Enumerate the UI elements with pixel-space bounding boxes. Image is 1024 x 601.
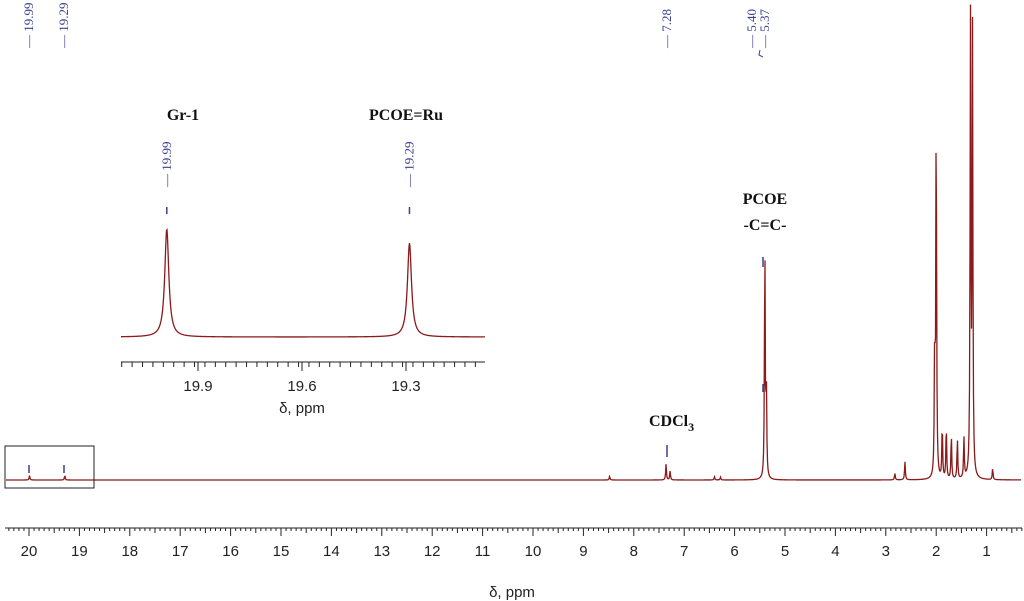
cdcl3-annotation: CDCl3 xyxy=(649,413,694,434)
cdcl3-subscript: 3 xyxy=(688,420,694,434)
main-x-tick-label: 11 xyxy=(475,543,491,560)
main-x-tick-label: 8 xyxy=(630,543,638,560)
inset-peak-label: — 19.29 xyxy=(401,142,416,214)
inset-peak-label-text: — 19.99 xyxy=(159,142,174,189)
main-spectrum-trace xyxy=(6,4,1022,481)
main-x-tick-label: 17 xyxy=(172,543,189,560)
main-x-tick-label: 10 xyxy=(525,543,542,560)
inset-zoom-region-box xyxy=(4,445,95,489)
main-x-tick-label: 6 xyxy=(730,543,738,560)
main-peak-label-text: — 19.99 xyxy=(21,3,36,50)
main-x-tick-label: 2 xyxy=(932,543,940,560)
main-peak-label-text: — 5.37 xyxy=(757,9,772,50)
main-x-ticks: 20 19 18 17 16 15 14 13 12 11 10 9 8 7 6 5 4 3 2 1 xyxy=(8,528,1023,560)
main-peak-label: — 7.28 xyxy=(659,9,674,49)
pcoe-annotation-line2: -C=C- xyxy=(744,217,787,234)
main-x-tick-label: 5 xyxy=(781,543,789,560)
main-x-tick-label: 12 xyxy=(424,543,441,560)
inset-x-tick-label: 19.3 xyxy=(391,378,420,395)
inset-spectrum-trace xyxy=(120,228,485,338)
main-peak-labels: — 19.99 — 19.29 — 7.28 — 5.40— 5.37 xyxy=(21,3,772,457)
main-x-tick-label: 13 xyxy=(373,543,390,560)
main-x-tick-label: 19 xyxy=(71,543,88,560)
main-x-tick-label: 4 xyxy=(831,543,839,560)
main-peak-label: — 5.37 xyxy=(757,9,772,50)
cdcl3-text: CDCl xyxy=(649,413,689,430)
main-peak-label-text: — 19.29 xyxy=(56,3,71,50)
main-peak-label: — 5.40 xyxy=(744,9,759,49)
inset-label-gr1: Gr-1 xyxy=(167,107,199,124)
main-x-axis-title: δ, ppm xyxy=(489,584,535,601)
inset-x-tick-label: 19.9 xyxy=(183,378,212,395)
main-plot: 20 19 18 17 16 15 14 13 12 11 10 9 8 7 6 5 4 3 2 1 — 19.99—… xyxy=(5,3,1023,601)
main-x-tick-label: 3 xyxy=(882,543,890,560)
main-peak-label: — 19.29 xyxy=(56,3,71,50)
pcoe-annotation-line1: PCOE xyxy=(743,191,787,208)
main-x-tick-label: 1 xyxy=(982,543,990,560)
inset-peak-label: — 19.99 xyxy=(159,142,174,214)
main-peak-label: — 19.99 xyxy=(21,3,36,50)
main-peak-label-text: — 7.28 xyxy=(659,9,674,49)
inset-peak-label-text: — 19.29 xyxy=(401,142,416,189)
main-peak-label-text: — 5.40 xyxy=(744,9,759,49)
main-x-tick-label: 16 xyxy=(222,543,239,560)
main-x-tick-label: 9 xyxy=(579,543,587,560)
inset-plot: 19.9 19.6 19.3 — 19.99— 19.29 δ, ppm Gr-1 … xyxy=(120,107,485,417)
main-x-tick-label: 20 xyxy=(21,543,38,560)
inset-peak-labels: — 19.99 — 19.29 xyxy=(159,142,416,214)
main-x-tick-label: 7 xyxy=(680,543,688,560)
zoom-region-peak-markers xyxy=(28,465,65,473)
main-x-tick-label: 18 xyxy=(121,543,138,560)
inset-x-axis-title: δ, ppm xyxy=(279,400,325,417)
main-x-tick-label: 15 xyxy=(273,543,290,560)
inset-label-pcoe-ru: PCOE=Ru xyxy=(369,107,443,124)
main-x-tick-label: 14 xyxy=(323,543,340,560)
inset-x-ticks: 19.9 19.6 19.3 xyxy=(121,362,476,395)
main-peak-bracket xyxy=(758,49,764,58)
inset-x-tick-label: 19.6 xyxy=(287,378,316,395)
